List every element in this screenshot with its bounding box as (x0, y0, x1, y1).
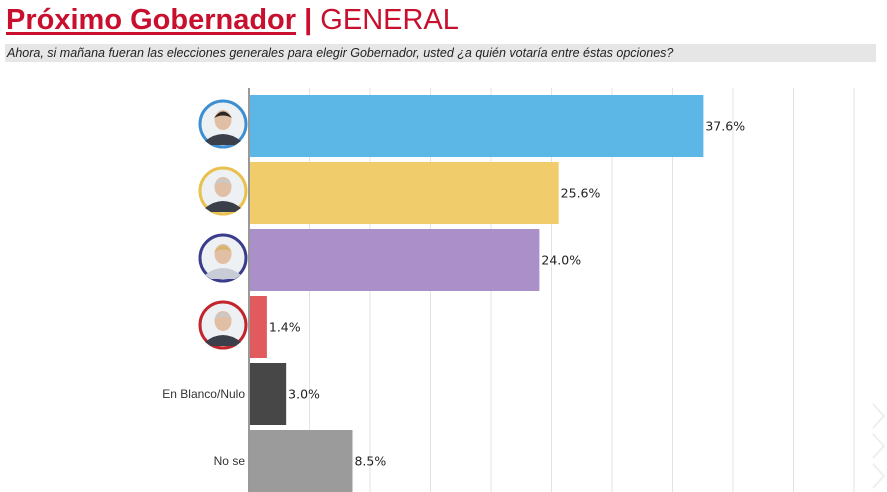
category-label: No se (214, 454, 246, 468)
title-main: Próximo Gobernador (6, 4, 297, 36)
bar (250, 363, 287, 425)
chart-subtitle: Ahora, si mañana fueran las elecciones g… (5, 44, 876, 62)
bar (250, 296, 267, 358)
value-label: 3.0% (288, 387, 320, 402)
category-labels: En Blanco/Nulo No se (162, 387, 245, 468)
candidate-avatar (198, 99, 248, 149)
bars (250, 95, 704, 492)
candidate-avatar (198, 233, 248, 283)
category-label: En Blanco/Nulo (162, 387, 245, 401)
value-label: 37.6% (705, 119, 745, 134)
bar (250, 162, 559, 224)
candidate-avatars (198, 99, 248, 350)
bar (250, 430, 353, 492)
value-label: 25.6% (561, 186, 601, 201)
bar (250, 95, 704, 157)
candidate-avatar (198, 166, 248, 216)
candidate-avatar (198, 300, 248, 350)
value-label: 1.4% (269, 320, 301, 335)
chart-title: Próximo Gobernador | GENERAL (6, 2, 459, 38)
watermark-decoration (872, 403, 886, 489)
value-labels: 37.6% 25.6% 24.0% 1.4% 3.0% 8.5% (269, 119, 745, 469)
value-label: 8.5% (354, 454, 386, 469)
title-sub: GENERAL (320, 4, 459, 36)
title-separator: | (304, 4, 313, 36)
value-label: 24.0% (541, 253, 581, 268)
bar (250, 229, 540, 291)
